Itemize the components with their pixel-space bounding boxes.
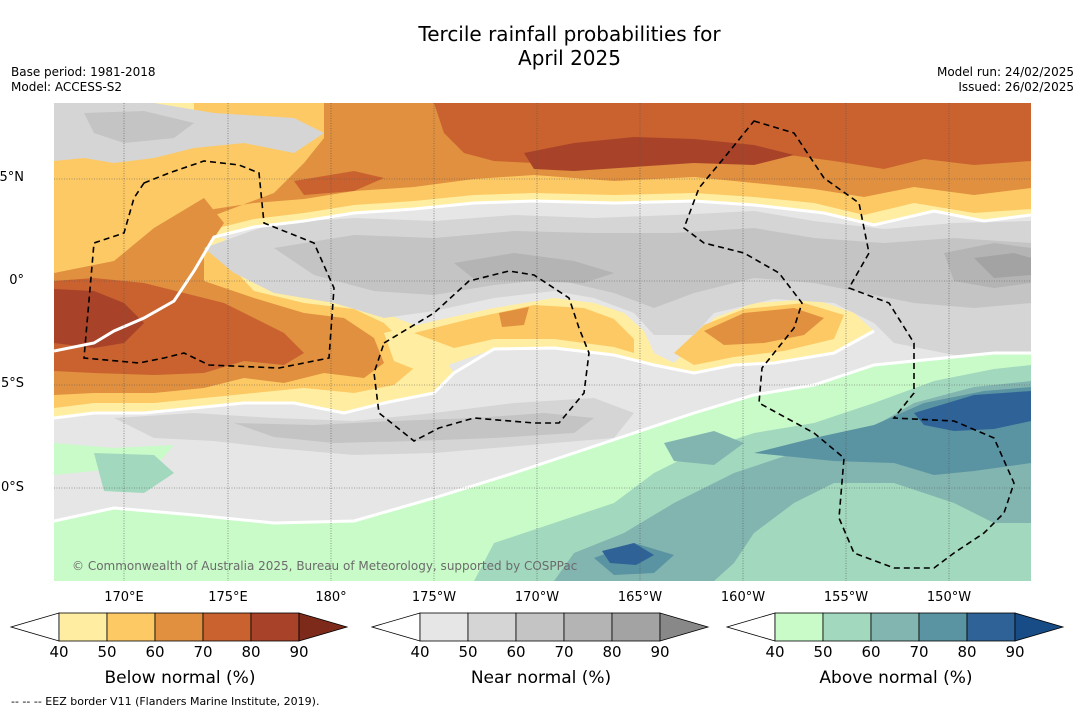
near-normal-80	[974, 253, 1031, 278]
lon-label-175w: 175°W	[411, 590, 457, 605]
below-normal-cell	[250, 612, 300, 642]
tick-label: 90	[289, 643, 309, 661]
lon-label-175e: 175°E	[208, 590, 248, 605]
above-normal-cell	[966, 612, 1016, 642]
lon-label-170w: 170°W	[514, 590, 560, 605]
below-normal-north-80b	[294, 171, 384, 195]
below-normal-central-50	[414, 305, 634, 353]
below-normal-cell	[58, 612, 108, 642]
tick-label: 90	[650, 643, 670, 661]
boundary-line-above	[54, 351, 1031, 525]
below-normal-extend-low	[10, 612, 60, 642]
near-normal-south-60	[234, 413, 594, 443]
lat-label-5n: 5°N	[0, 170, 24, 185]
below-normal-cell	[202, 612, 252, 642]
lat-label-5s: 5°S	[0, 376, 24, 391]
colorbar-near	[371, 612, 710, 642]
tick-label: 60	[861, 643, 881, 661]
gridlines	[54, 103, 1031, 581]
eez-footnote: -- -- -- EEZ border V11 (Flanders Marine…	[11, 695, 320, 708]
tick-label: 50	[813, 643, 833, 661]
boundary-line-north	[54, 199, 1031, 353]
above-normal-60b	[664, 431, 744, 465]
colorbar-above	[726, 612, 1065, 642]
above-normal-50-west	[94, 453, 174, 493]
below-normal-cell	[154, 612, 204, 642]
above-normal-extend-low	[726, 612, 776, 642]
below-normal-west-80	[54, 289, 144, 348]
lon-label-170e: 170°E	[104, 590, 144, 605]
boundary-line-south	[54, 329, 875, 420]
eez-borders	[83, 120, 1015, 569]
tick-label: 80	[241, 643, 261, 661]
below-normal-north-80	[524, 137, 794, 171]
lat-label-0: 0°	[9, 273, 24, 288]
title-line-1: Tercile rainfall probabilities for	[418, 22, 721, 46]
near-normal-cell	[419, 612, 469, 642]
title-line-2: April 2025	[518, 46, 621, 70]
lon-label-180: 180°	[315, 590, 347, 605]
below-normal-label: Below normal (%)	[104, 668, 256, 688]
tick-label: 90	[1005, 643, 1025, 661]
lat-label-10s: 10°S	[0, 480, 24, 495]
tick-label: 80	[602, 643, 622, 661]
tick-label: 60	[506, 643, 526, 661]
model-run: Model run: 24/02/2025	[936, 65, 1074, 79]
above-normal-cell	[870, 612, 920, 642]
tick-label: 50	[97, 643, 117, 661]
near-normal-cell	[611, 612, 661, 642]
above-normal-80b	[602, 543, 654, 565]
colorbar-below	[10, 612, 349, 642]
near-normal-cell	[467, 612, 517, 642]
near-normal-60	[274, 228, 1031, 308]
tick-label: 40	[765, 643, 785, 661]
lon-label-160w: 160°W	[720, 590, 766, 605]
tick-label: 40	[49, 643, 69, 661]
map-title: Tercile rainfall probabilities for April…	[0, 22, 1085, 70]
below-normal-cell	[106, 612, 156, 642]
tick-label: 70	[554, 643, 574, 661]
near-normal-extend-low	[371, 612, 421, 642]
base-info: Base period: 1981-2018 Model: ACCESS-S2	[11, 65, 156, 95]
model-name: Model: ACCESS-S2	[11, 80, 123, 94]
near-normal-cell	[563, 612, 613, 642]
below-normal-central-60	[704, 308, 824, 345]
near-normal-north-60	[84, 111, 194, 143]
copyright-notice: © Commonwealth of Australia 2025, Bureau…	[72, 559, 578, 573]
above-normal-label: Above normal (%)	[819, 668, 973, 688]
tick-label: 80	[957, 643, 977, 661]
issued-date: Issued: 26/02/2025	[958, 80, 1074, 94]
lon-label-150w: 150°W	[926, 590, 972, 605]
tick-label: 50	[458, 643, 478, 661]
near-normal-extend-high	[659, 612, 710, 642]
tick-label: 60	[145, 643, 165, 661]
above-normal-cell	[774, 612, 824, 642]
below-normal-central-60b	[499, 307, 529, 327]
above-normal-cell	[918, 612, 968, 642]
tick-label: 40	[410, 643, 430, 661]
tick-label: 70	[909, 643, 929, 661]
tick-label: 70	[193, 643, 213, 661]
above-normal-cell	[822, 612, 872, 642]
rainfall-map	[54, 103, 1031, 581]
near-normal-label: Near normal (%)	[470, 668, 612, 688]
run-info: Model run: 24/02/2025 Issued: 26/02/2025	[937, 65, 1074, 95]
lon-label-165w: 165°W	[617, 590, 663, 605]
above-normal-extend-high	[1014, 612, 1065, 642]
lon-label-155w: 155°W	[823, 590, 869, 605]
near-normal-cell	[515, 612, 565, 642]
base-period: Base period: 1981-2018	[11, 65, 156, 79]
below-normal-extend-high	[298, 612, 349, 642]
